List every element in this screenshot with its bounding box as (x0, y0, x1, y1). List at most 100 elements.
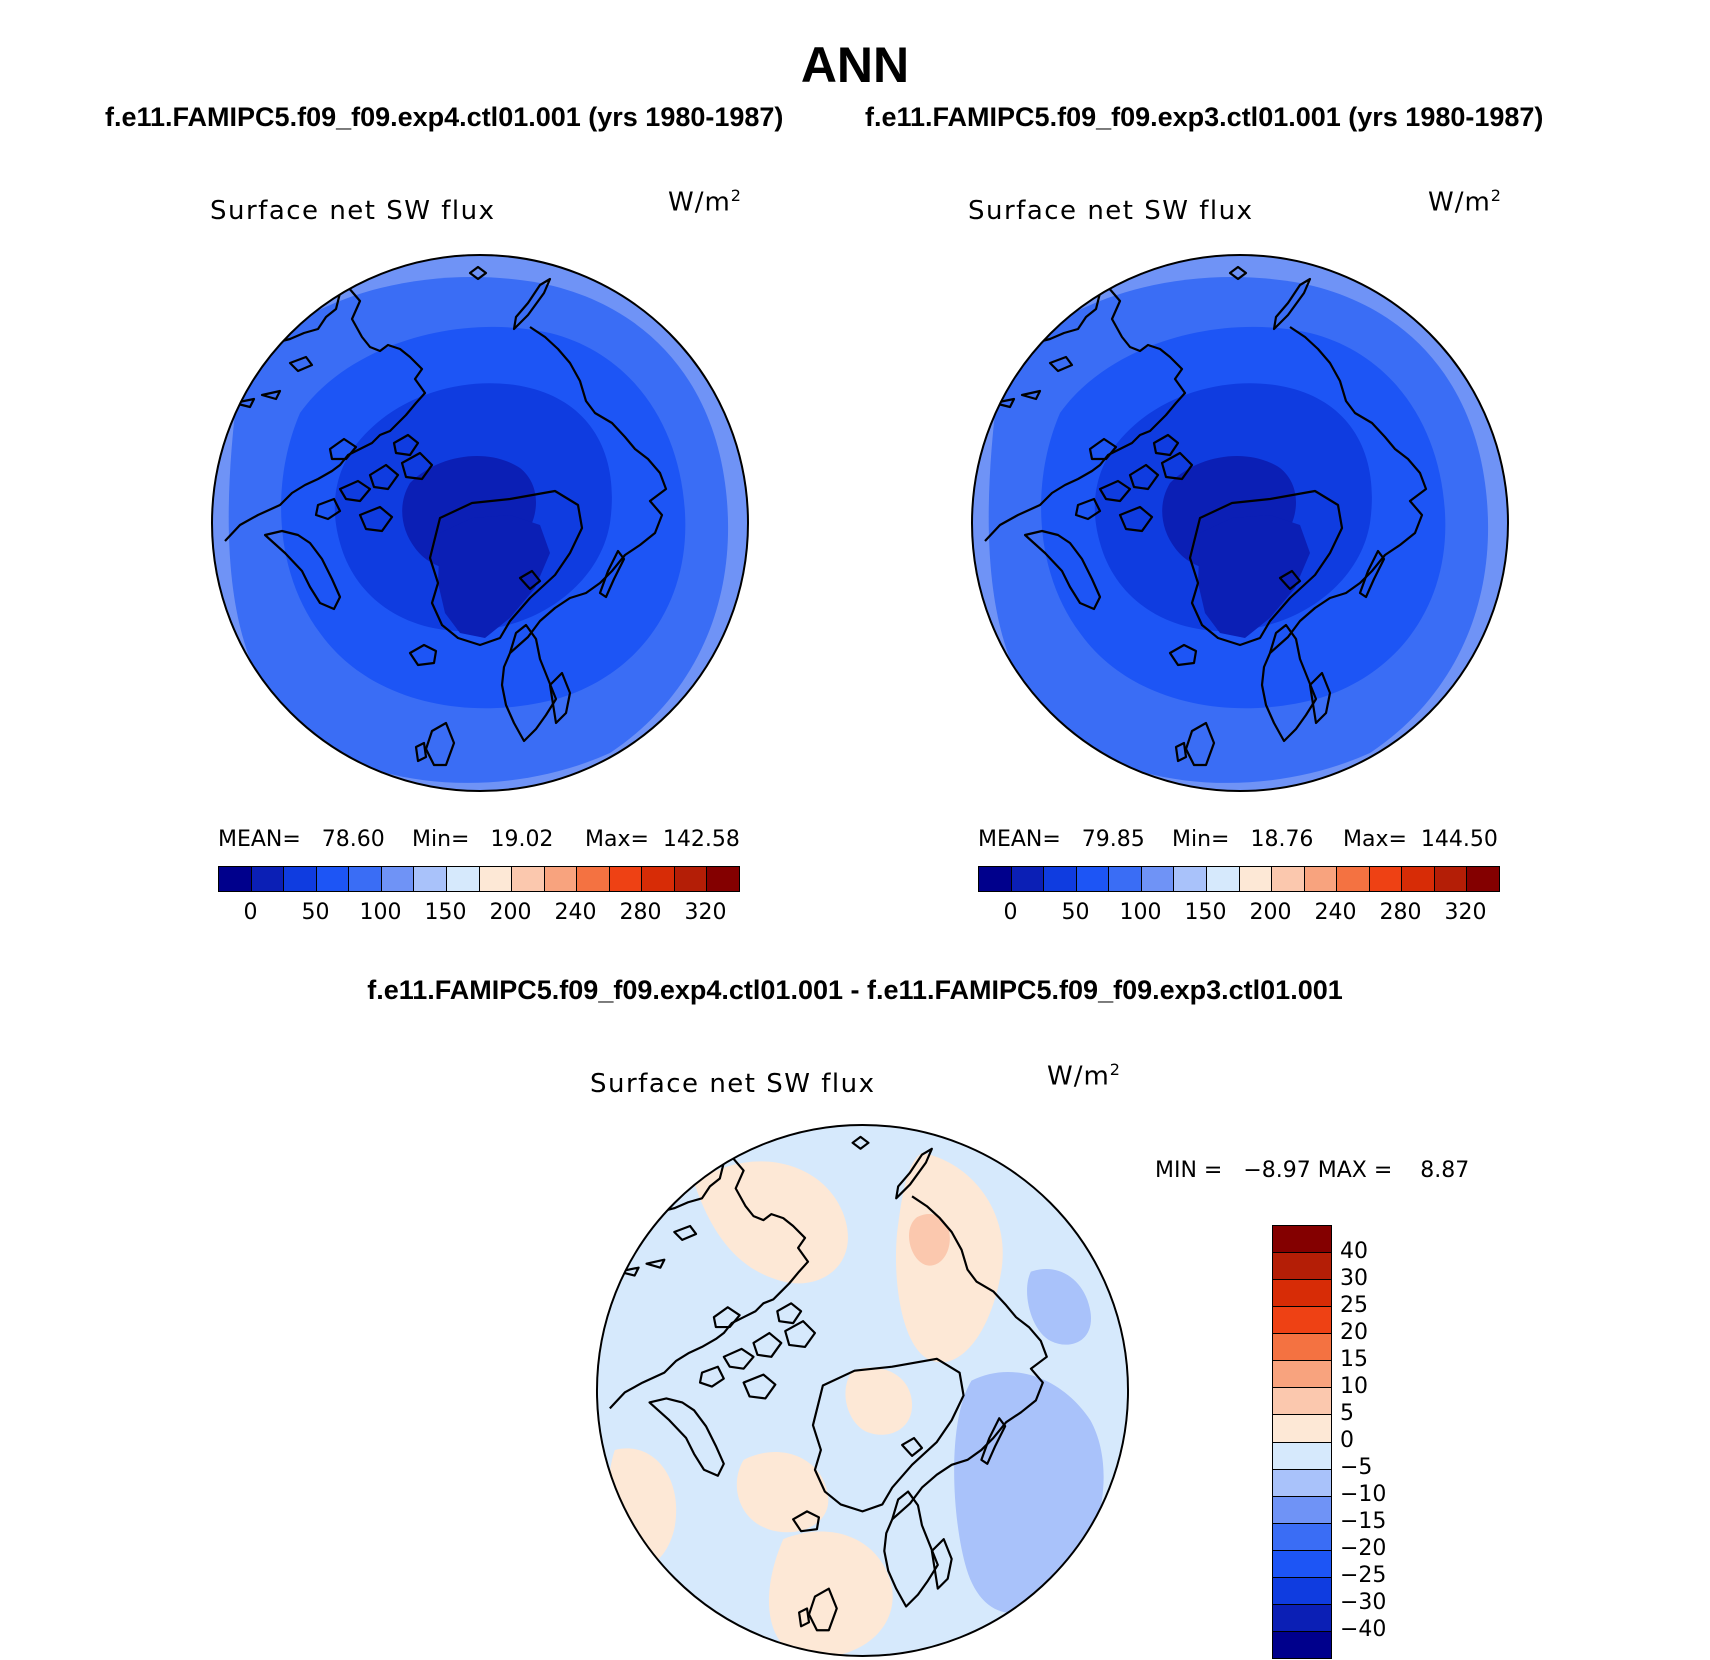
colorbar-tick-label: 240 (554, 900, 597, 925)
colorbar-swatch (219, 867, 252, 891)
case1-title: f.e11.FAMIPC5.f09_f09.exp4.ctl01.001 (yr… (105, 102, 784, 132)
coastline (930, 1538, 953, 1590)
colorbar-swatch (609, 867, 643, 891)
coastline (424, 721, 456, 767)
coastline (428, 489, 584, 647)
panel2-stat-min: Min= 18.76 (1172, 827, 1314, 852)
colorbar-tick-label: 10 (1340, 1374, 1368, 1399)
coastline (1308, 671, 1332, 725)
colorbar-swatch (674, 867, 708, 891)
panel2-colorbar-labels: 0 50 100 150 200 240 280 320 (978, 900, 1498, 926)
colorbar-swatch (707, 867, 739, 891)
colorbar-swatch (1337, 867, 1370, 891)
coastline (408, 643, 438, 667)
coastline (548, 671, 572, 725)
colorbar-swatch (446, 867, 480, 891)
coastline (1160, 451, 1194, 481)
colorbar-swatch (1273, 1442, 1331, 1470)
colorbar-swatch (1402, 867, 1435, 891)
coastline (895, 1147, 933, 1200)
coastline (617, 1266, 640, 1277)
colorbar-swatch (1467, 867, 1499, 891)
coastline (314, 497, 342, 521)
coastline (984, 285, 1187, 542)
coastline (1184, 721, 1216, 767)
colorbar-swatch (1272, 867, 1305, 891)
coastline (980, 1417, 1007, 1465)
colorbar-swatch (1273, 1226, 1331, 1254)
coastline (224, 285, 427, 542)
colorbar-swatch (642, 867, 675, 891)
panel1-variable-name: Surface net SW flux (210, 196, 496, 226)
coastline (673, 1224, 698, 1241)
diff-polar-map (595, 1123, 1130, 1658)
colorbar-swatch (381, 867, 415, 891)
coastline (776, 1302, 803, 1325)
map-border (211, 254, 749, 792)
colorbar-tick-label: 0 (243, 900, 258, 925)
panel1-polar-map (211, 254, 749, 792)
coastline (509, 326, 668, 654)
colorbar-swatch (1273, 1577, 1331, 1605)
coastline (784, 1320, 817, 1348)
diff-stats: MIN = −8.97 MAX = 8.87 (1155, 1158, 1470, 1183)
coastline (518, 569, 542, 591)
panel2-variable-name: Surface net SW flux (968, 196, 1254, 226)
colorbar-tick-label: 50 (301, 900, 330, 925)
colorbar-swatch (316, 867, 350, 891)
colorbar-swatch (1273, 1388, 1331, 1416)
colorbar-swatch (1011, 867, 1045, 891)
coastline (698, 1365, 725, 1388)
coastline (1088, 437, 1118, 461)
contour-fill-region (895, 1152, 1003, 1363)
panel1-units: W/m2 (668, 186, 742, 218)
coastline (468, 265, 488, 281)
coastline (358, 505, 394, 533)
coastline (891, 1195, 1048, 1521)
coastline (1098, 479, 1132, 503)
contour-fill-region (438, 515, 550, 638)
colorbar-swatch (284, 867, 317, 891)
colorbar-swatch (1273, 1631, 1331, 1658)
panel1-stat-max: Max= 142.58 (585, 827, 740, 852)
colorbar-tick-label: 100 (359, 900, 402, 925)
map-border (971, 254, 1509, 792)
coastline (288, 355, 314, 373)
colorbar-swatch (1076, 867, 1110, 891)
colorbar-tick-label: 280 (619, 900, 662, 925)
coastline (648, 1397, 725, 1477)
coastline (609, 1155, 810, 1410)
colorbar-swatch (1206, 867, 1240, 891)
colorbar-swatch (1109, 867, 1142, 891)
coastline (1128, 463, 1160, 491)
colorbar-swatch (1273, 1280, 1331, 1308)
coastline (1074, 497, 1102, 521)
colorbar-tick-label: 320 (1444, 900, 1487, 925)
coastline (1048, 355, 1074, 373)
panel2-units: W/m2 (1428, 186, 1502, 218)
colorbar-swatch (1044, 867, 1077, 891)
coastline (645, 1258, 666, 1269)
panel2-polar-map (971, 254, 1509, 792)
colorbar-swatch (1273, 1253, 1331, 1281)
coastline (712, 1306, 741, 1329)
colorbar-tick-label: 50 (1061, 900, 1090, 925)
coastline (752, 1331, 783, 1358)
diff-title: f.e11.FAMIPC5.f09_f09.exp4.ctl01.001 - f… (367, 975, 1343, 1005)
colorbar-tick-label: 150 (424, 900, 467, 925)
colorbar-swatch (979, 867, 1012, 891)
colorbar-tick-label: 15 (1340, 1347, 1368, 1372)
coastline (807, 1587, 838, 1632)
coastline (1118, 505, 1154, 533)
diff-colorbar-labels: 40 30 25 20 15 10 5 0 −5 −10 −15 −20 −25 −30 −40 (1340, 1225, 1420, 1657)
contour-fill-region (909, 1213, 950, 1266)
colorbar-swatch (1273, 1307, 1331, 1335)
panel1-colorbar-labels: 0 50 100 150 200 240 280 320 (218, 900, 738, 926)
coastline (883, 1490, 939, 1608)
coastline (338, 479, 372, 503)
colorbar-swatch (1141, 867, 1175, 891)
panel1-stat-mean: MEAN= 78.60 (218, 827, 385, 852)
coastline (792, 1510, 820, 1533)
diff-units: W/m2 (1047, 1060, 1121, 1092)
coastline (992, 397, 1016, 409)
